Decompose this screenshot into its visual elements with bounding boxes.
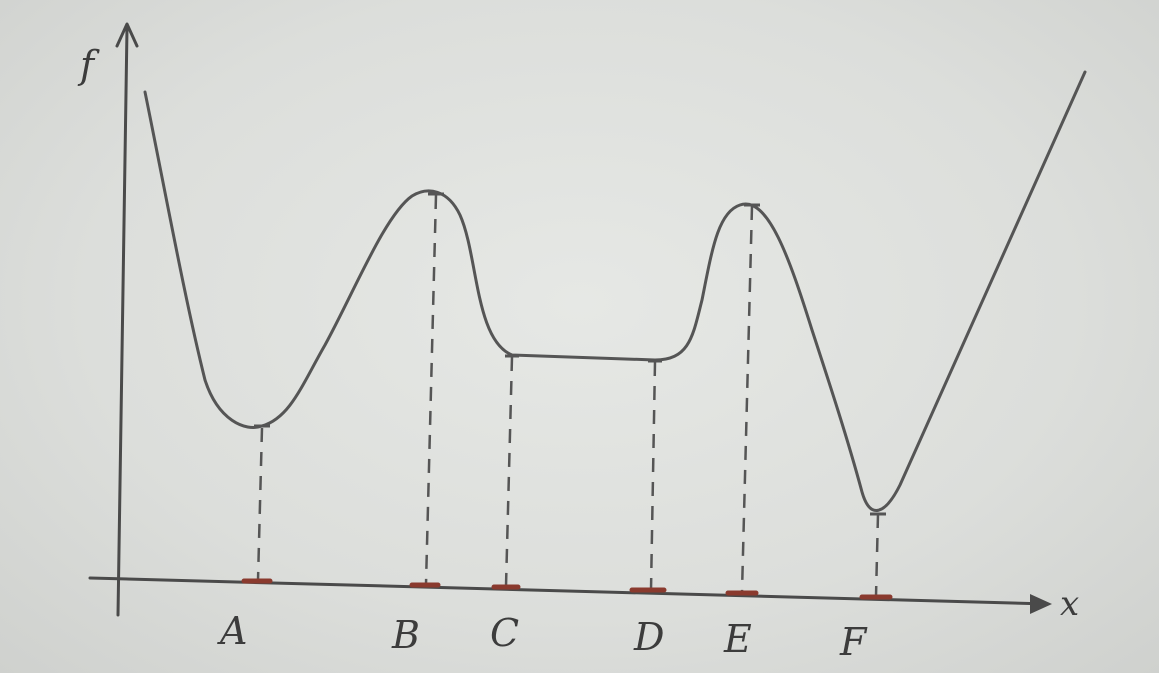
guide-line-E	[740, 205, 754, 593]
guide-line-C	[504, 356, 514, 587]
guide-line-A	[256, 427, 264, 581]
guide-line-F	[874, 513, 880, 597]
y-axis	[116, 26, 129, 617]
guide-line-B	[424, 194, 438, 585]
point-label-F: F	[839, 620, 868, 664]
point-label-E: E	[723, 617, 752, 661]
y-axis-label: f	[77, 43, 100, 87]
y-axis-arrow	[115, 22, 139, 48]
point-label-B: B	[391, 613, 420, 657]
x-axis	[88, 576, 1050, 606]
point-label-C: C	[490, 611, 519, 655]
x-axis-arrow	[1030, 594, 1052, 614]
guide-line-D	[649, 361, 657, 591]
point-label-D: D	[633, 615, 664, 659]
function-curve	[143, 70, 1087, 512]
point-label-A: A	[217, 609, 247, 653]
x-axis-label: x	[1060, 584, 1079, 624]
